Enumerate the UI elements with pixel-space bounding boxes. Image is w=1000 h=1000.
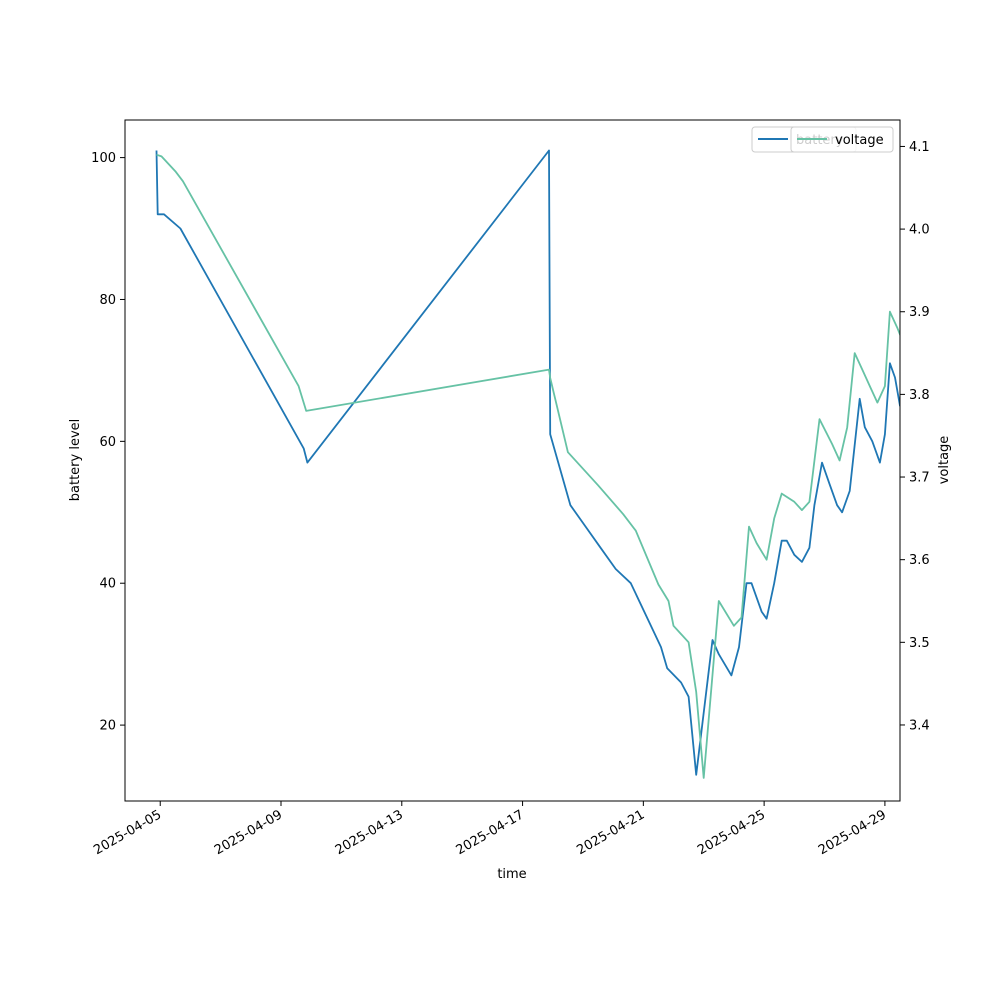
y-axis-label-left: battery level xyxy=(68,419,83,502)
y-right-tick-label-1: 3.5 xyxy=(909,636,930,651)
legend-voltage-label: voltage xyxy=(835,133,884,148)
legend-voltage: voltage xyxy=(790,126,894,153)
series-line-voltage xyxy=(156,153,900,779)
y-left-tick-label-4: 100 xyxy=(91,151,116,166)
series-line-battery xyxy=(155,149,900,776)
y-right-tick-label-7: 4.1 xyxy=(909,140,930,155)
series-layer xyxy=(155,149,900,779)
y-right-tick-label-6: 4.0 xyxy=(909,223,930,238)
y-left-tick-label-3: 80 xyxy=(99,293,116,308)
y-right-tick-label-2: 3.6 xyxy=(909,553,930,568)
y-axis-label-right: voltage xyxy=(937,436,952,485)
y-left-tick-label-1: 40 xyxy=(99,577,116,592)
y-left-tick-label-0: 20 xyxy=(99,719,116,734)
y-right-tick-label-0: 3.4 xyxy=(909,718,930,733)
plot-frame xyxy=(124,119,901,802)
legend-voltage-box xyxy=(790,126,894,153)
y-right-tick-label-3: 3.7 xyxy=(909,471,930,486)
x-axis-label: time xyxy=(497,867,526,882)
y-right-tick-label-5: 3.9 xyxy=(909,305,930,320)
y-left-tick-label-2: 60 xyxy=(99,435,116,450)
y-right-tick-label-4: 3.8 xyxy=(909,388,930,403)
